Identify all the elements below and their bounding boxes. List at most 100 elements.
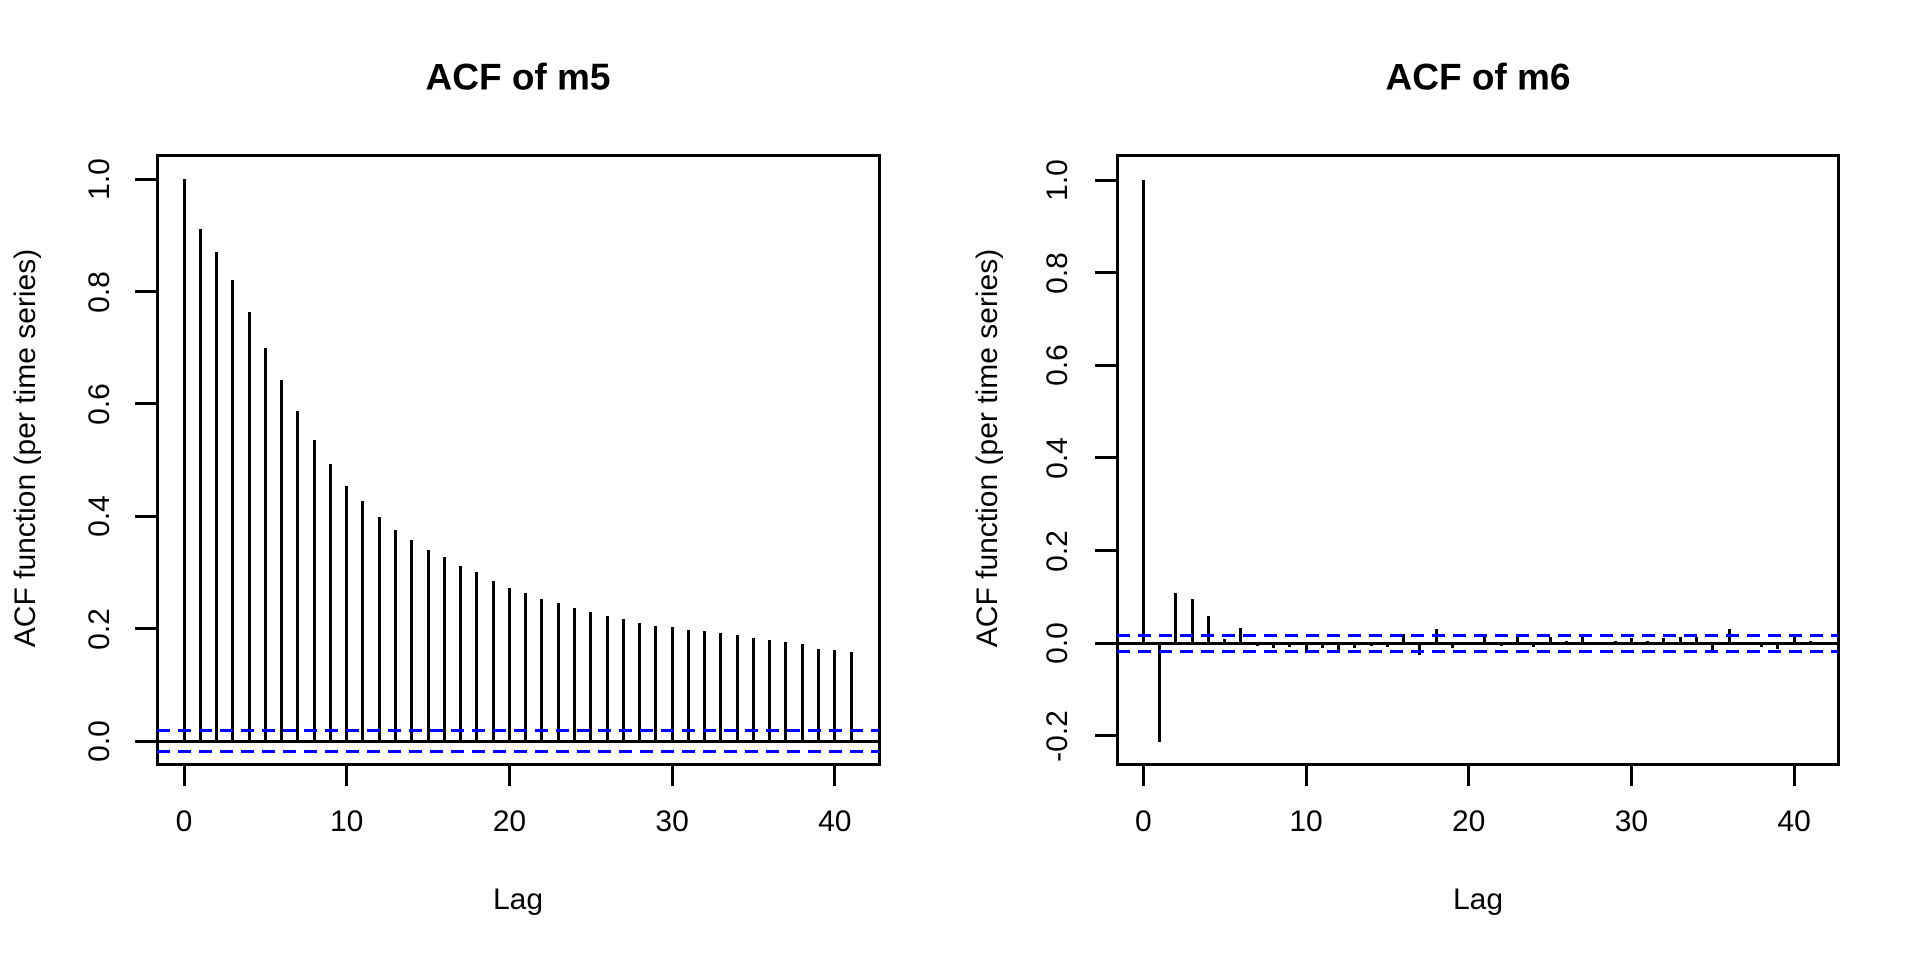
acf-bar [377, 516, 381, 741]
acf-bar [1467, 643, 1471, 645]
y-tick-label: 0.0 [1041, 622, 1074, 665]
zero-line [157, 739, 879, 743]
zero-line [1117, 641, 1838, 645]
acf-bar [735, 635, 739, 741]
acf-bar [605, 616, 609, 741]
acf-bar [849, 652, 853, 741]
plot-box [155, 153, 881, 766]
acf-bar [654, 625, 658, 741]
acf-bar [1646, 641, 1650, 644]
acf-bar [1564, 641, 1568, 644]
y-tick-label: -0.2 [1041, 710, 1074, 762]
acf-bar [1402, 633, 1406, 644]
acf-bar [426, 550, 430, 741]
acf-bar [1337, 643, 1341, 651]
acf-bar [231, 279, 235, 741]
acf-bar [751, 637, 755, 741]
acf-bar [1613, 640, 1617, 644]
acf-bar [686, 629, 690, 741]
x-axis-label: Lag [492, 883, 544, 916]
y-tick-label: 0.4 [1041, 437, 1074, 479]
y-tick [1095, 641, 1117, 645]
acf-bar [784, 642, 788, 741]
x-tick-label: 0 [1134, 805, 1152, 838]
x-tick [182, 764, 186, 786]
plot-title: ACF of m6 [1385, 56, 1571, 98]
acf-bar [1776, 643, 1780, 650]
acf-bar [1385, 643, 1389, 647]
acf-bar [1597, 643, 1601, 646]
acf-bar [182, 179, 186, 741]
acf-bar [475, 572, 479, 741]
x-tick [1467, 764, 1471, 786]
x-tick-label: 0 [175, 805, 193, 838]
acf-bar [507, 587, 511, 741]
x-tick-label: 30 [1614, 805, 1649, 838]
acf-bar [833, 650, 837, 741]
x-tick-label: 20 [1452, 805, 1486, 838]
acf-bar [1418, 643, 1422, 656]
acf-bar [394, 530, 397, 741]
acf-bar [719, 633, 723, 741]
y-axis-label: ACF function (per time series) [971, 248, 1004, 648]
x-tick-label: 10 [330, 805, 364, 838]
y-tick-label: 1.0 [1041, 159, 1074, 201]
acf-bar [1694, 636, 1698, 644]
acf-bar [1288, 643, 1292, 647]
acf-bar [621, 619, 625, 741]
acf-bar [312, 439, 316, 741]
y-tick [1095, 178, 1117, 182]
x-tick [1141, 764, 1145, 786]
x-tick-label: 10 [1289, 805, 1323, 838]
acf-bar [215, 251, 219, 741]
acf-bar [1629, 637, 1633, 644]
acf-bar [491, 580, 495, 741]
acf-bar [1320, 643, 1324, 649]
acf-bar [1483, 635, 1487, 644]
plot-title: ACF of m5 [425, 56, 611, 98]
acf-bar [800, 644, 804, 741]
confidence-line [157, 749, 879, 753]
x-tick-label: 40 [1777, 805, 1811, 838]
y-tick [135, 627, 157, 631]
y-tick [135, 290, 157, 294]
x-tick-label: 20 [492, 805, 527, 838]
y-tick [135, 402, 157, 406]
acf-bar [459, 566, 463, 741]
confidence-line [1117, 633, 1838, 637]
x-tick [1629, 764, 1633, 786]
acf-bar [589, 612, 593, 741]
y-tick [1095, 271, 1117, 275]
confidence-line [157, 729, 879, 733]
acf-bar [1158, 643, 1162, 742]
acf-bar [1190, 599, 1194, 644]
acf-bar [817, 648, 821, 741]
acf-bar [1450, 643, 1454, 648]
acf-bar [1532, 643, 1536, 647]
y-tick [1095, 363, 1117, 367]
acf-bar [1760, 643, 1764, 648]
acf-bar [1581, 636, 1585, 644]
acf-bar [1353, 643, 1357, 649]
acf-bar [572, 608, 576, 741]
x-tick [670, 764, 674, 786]
acf-bar [1255, 643, 1259, 646]
acf-bar [1304, 643, 1308, 654]
confidence-line [1117, 649, 1838, 653]
y-tick-label: 0.2 [1041, 529, 1074, 572]
acf-bar [1792, 636, 1796, 644]
x-tick-label: 40 [818, 805, 852, 838]
y-tick [135, 514, 157, 518]
acf-bar [345, 485, 349, 741]
x-axis-label: Lag [1452, 883, 1504, 916]
y-tick [135, 177, 157, 181]
acf-bar [280, 380, 284, 741]
acf-bar [1271, 643, 1275, 648]
x-tick [507, 764, 511, 786]
acf-bar [1206, 615, 1210, 644]
acf-bar [1808, 641, 1812, 644]
acf-bar [703, 630, 707, 741]
y-tick-label: 0.6 [1041, 344, 1074, 387]
